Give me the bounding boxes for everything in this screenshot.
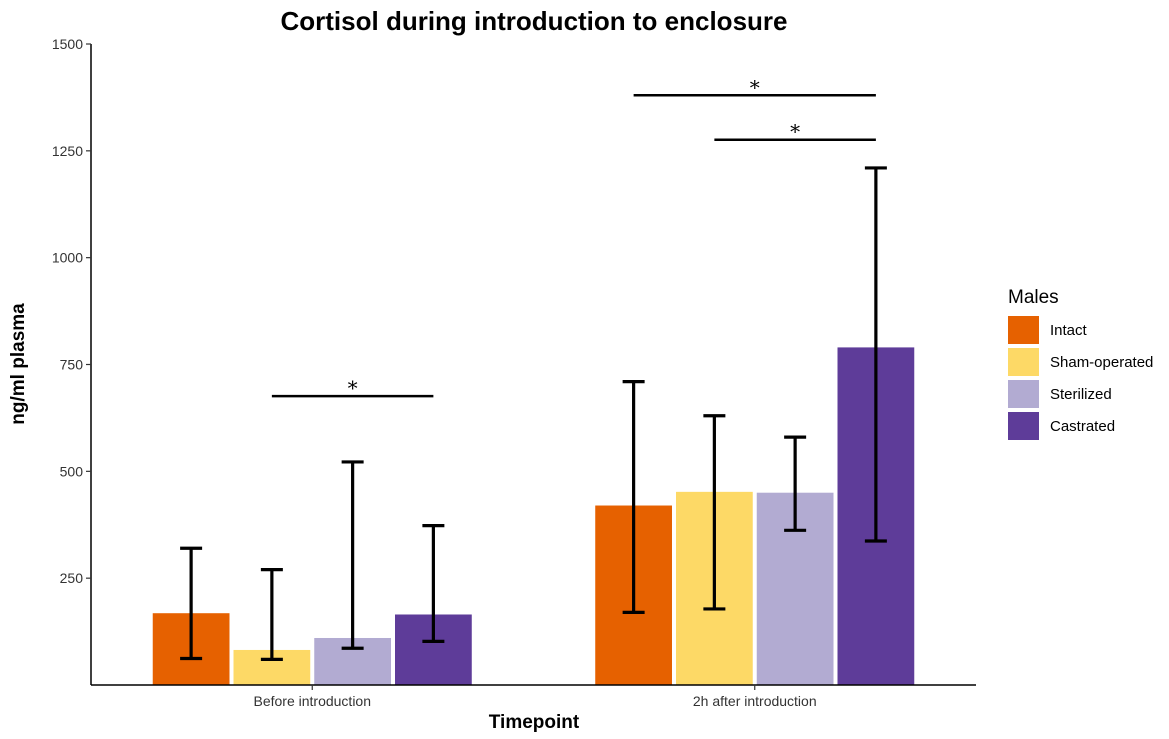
plot-area: * * * [152,75,915,685]
legend-swatch [1008,316,1039,344]
y-tick-label: 1250 [52,143,83,159]
legend-title: Males [1008,287,1059,308]
legend-label: Intact [1050,322,1088,339]
significance-label: * [348,376,358,400]
x-axis-ticks: Before introduction 2h after introduction [253,685,817,709]
legend-swatch [1008,380,1039,408]
y-tick-label: 1500 [52,36,83,52]
legend-swatch [1008,412,1039,440]
significance-label: * [790,120,800,144]
significance-label: * [750,75,760,99]
y-axis-title: ng/ml plasma [8,303,29,425]
y-tick-label: 1000 [52,250,83,266]
y-axis-ticks: 250 500 750 1000 1250 1500 [52,36,91,586]
x-tick-label: 2h after introduction [693,693,817,709]
x-axis-title: Timepoint [489,712,580,733]
y-tick-label: 250 [60,570,84,586]
legend: Males Intact Sham-operated Sterilized Castr… [1008,287,1153,440]
legend-swatch [1008,348,1039,376]
chart-title: Cortisol during introduction to enclosur… [281,6,788,36]
legend-label: Sham-operated [1050,354,1153,371]
x-tick-label: Before introduction [253,693,371,709]
legend-label: Sterilized [1050,386,1112,403]
y-tick-label: 750 [60,357,84,373]
legend-label: Castrated [1050,418,1115,435]
y-tick-label: 500 [60,463,84,479]
